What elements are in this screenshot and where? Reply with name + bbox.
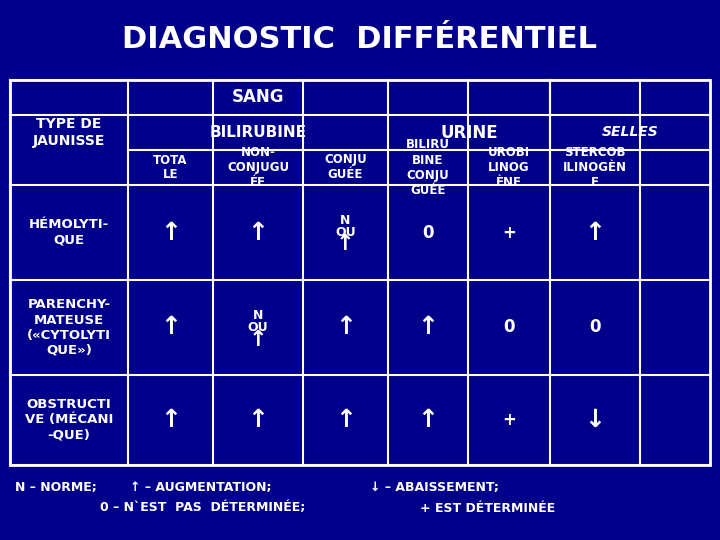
Text: N: N — [253, 309, 264, 322]
Bar — [10, 80, 710, 465]
Text: +: + — [502, 411, 516, 429]
Text: SANG: SANG — [232, 89, 284, 106]
Text: ↑: ↑ — [160, 408, 181, 432]
Text: ↑: ↑ — [248, 220, 269, 245]
Text: ↑: ↑ — [418, 408, 438, 432]
Text: OU: OU — [336, 226, 356, 239]
Text: N – NORME;: N – NORME; — [15, 482, 96, 495]
Text: CONJU
GUÉE: CONJU GUÉE — [324, 153, 367, 181]
Text: 0 – N`EST  PAS  DÉTERMINÉE;: 0 – N`EST PAS DÉTERMINÉE; — [100, 502, 305, 515]
Text: ↓ – ABAISSEMENT;: ↓ – ABAISSEMENT; — [370, 482, 499, 495]
Text: UROBI
LINOG
ÈNE: UROBI LINOG ÈNE — [488, 146, 530, 189]
Text: OBSTRUCTI
VE (MÉCANI
-QUE): OBSTRUCTI VE (MÉCANI -QUE) — [24, 399, 113, 442]
Text: BILIRUBINE: BILIRUBINE — [210, 125, 307, 140]
Text: STERCOB
ILINOGÈN
E: STERCOB ILINOGÈN E — [563, 146, 627, 189]
Text: +: + — [502, 224, 516, 241]
Text: + EST DÉTERMINÉE: + EST DÉTERMINÉE — [420, 502, 555, 515]
Text: URINE: URINE — [440, 124, 498, 141]
Text: TOTA
LE: TOTA LE — [153, 153, 188, 181]
Text: TYPE DE
JAUNISSE: TYPE DE JAUNISSE — [33, 117, 105, 147]
Text: SELLES: SELLES — [602, 125, 658, 139]
Text: ↑: ↑ — [160, 220, 181, 245]
Text: ↑: ↑ — [418, 315, 438, 340]
Text: OU: OU — [248, 321, 269, 334]
Text: N: N — [341, 214, 351, 227]
Text: ↑: ↑ — [585, 220, 606, 245]
Text: ↑: ↑ — [335, 315, 356, 340]
Text: NON-
CONJUGU
ÉE: NON- CONJUGU ÉE — [227, 146, 289, 189]
Text: 0: 0 — [589, 319, 600, 336]
Text: ↑: ↑ — [248, 329, 267, 349]
Text: 0: 0 — [422, 224, 433, 241]
Text: ↑: ↑ — [160, 315, 181, 340]
Text: BILIRU
BINE
CONJU
GUÉE: BILIRU BINE CONJU GUÉE — [406, 138, 450, 197]
Text: ↑: ↑ — [336, 234, 355, 254]
Text: ↓: ↓ — [585, 408, 606, 432]
Text: ↑: ↑ — [248, 408, 269, 432]
Text: HÉMOLYTI-
QUE: HÉMOLYTI- QUE — [29, 219, 109, 246]
Text: DIAGNOSTIC  DIFFÉRENTIEL: DIAGNOSTIC DIFFÉRENTIEL — [122, 25, 598, 54]
Text: 0: 0 — [503, 319, 515, 336]
Text: PARENCHY-
MATEUSE
(«CYTOLYTI
QUE»): PARENCHY- MATEUSE («CYTOLYTI QUE») — [27, 299, 111, 356]
Text: ↑: ↑ — [335, 408, 356, 432]
Text: ↑ – AUGMENTATION;: ↑ – AUGMENTATION; — [130, 482, 271, 495]
